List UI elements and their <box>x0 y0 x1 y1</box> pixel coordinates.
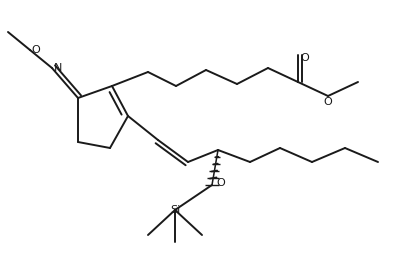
Text: O: O <box>324 97 332 107</box>
Text: N: N <box>54 63 62 73</box>
Text: O: O <box>300 53 309 63</box>
Text: O: O <box>216 178 225 188</box>
Text: O: O <box>31 45 40 55</box>
Text: Si: Si <box>170 205 180 215</box>
